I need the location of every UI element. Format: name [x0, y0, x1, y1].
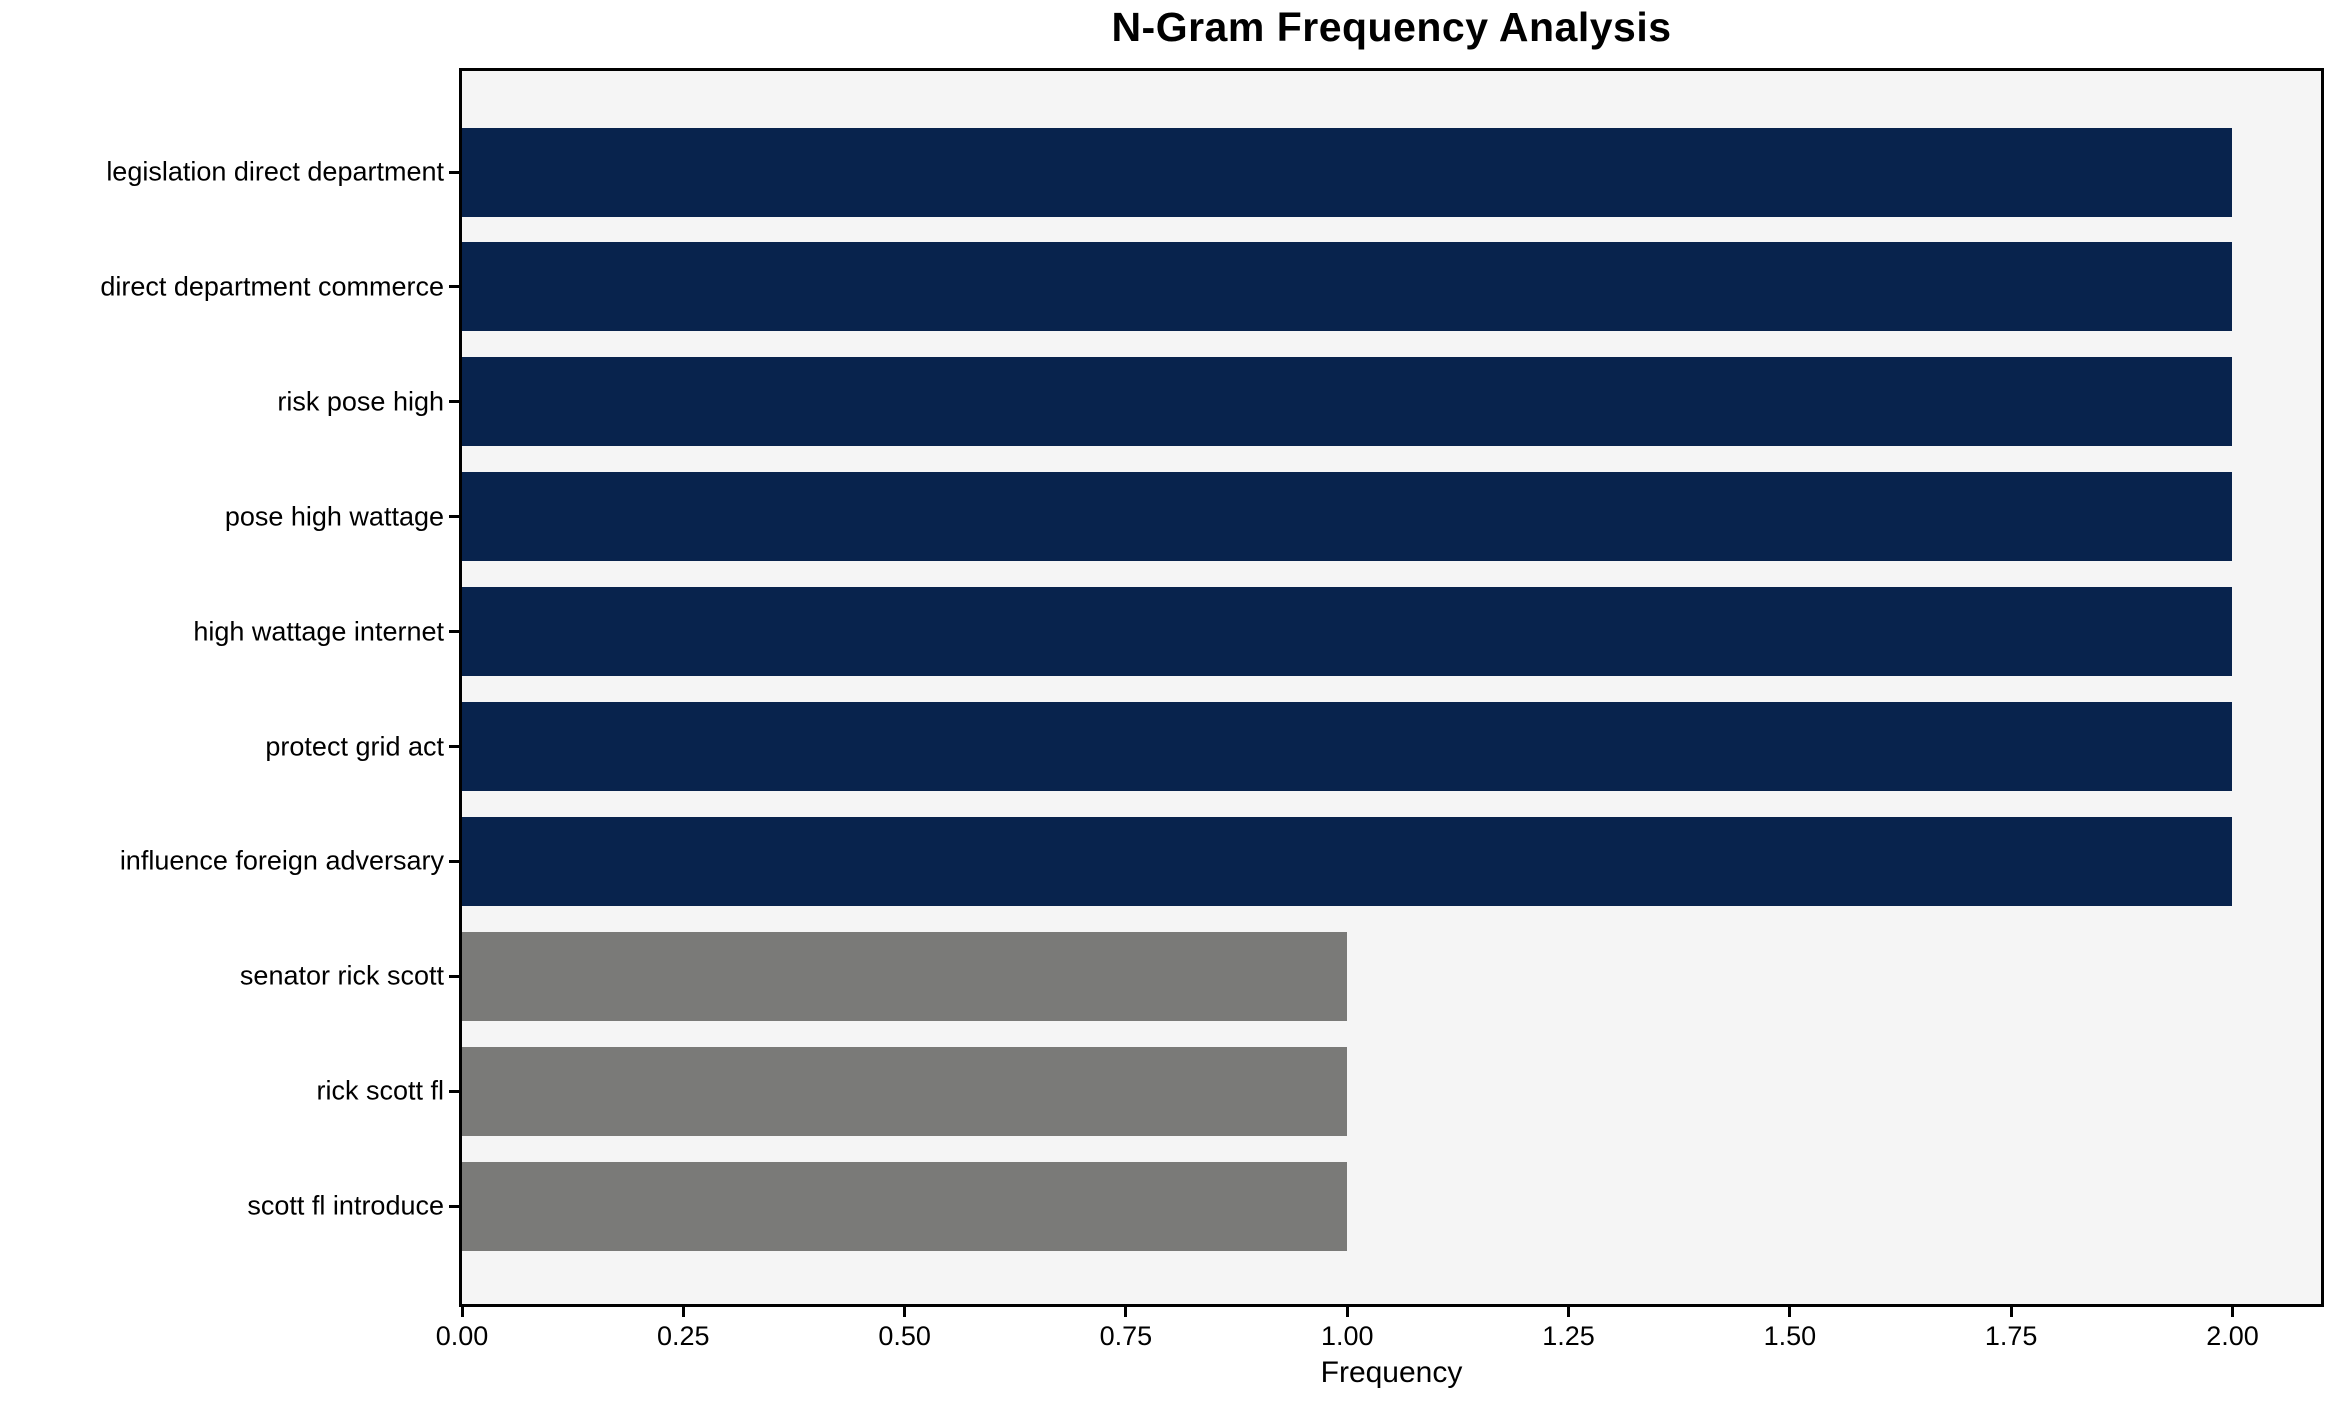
y-tick-label: influence foreign adversary [119, 845, 444, 876]
plot-area [459, 68, 2324, 1307]
x-tick-label: 1.00 [1320, 1321, 1374, 1351]
bar [462, 931, 1348, 1021]
y-tick-label: pose high wattage [224, 501, 444, 532]
y-tick-mark [449, 859, 459, 863]
y-tick-label: high wattage internet [193, 616, 444, 647]
chart-title: N-Gram Frequency Analysis [1111, 4, 1672, 50]
bar [462, 587, 2233, 677]
y-tick-label: risk pose high [277, 386, 444, 417]
y-tick-label: protect grid act [265, 731, 444, 761]
x-tick-mark [1345, 1307, 1349, 1317]
y-tick-mark [449, 170, 459, 174]
bar [462, 1046, 1348, 1136]
x-tick-label: 0.25 [657, 1321, 710, 1351]
x-tick-mark [2230, 1307, 2234, 1317]
bar [462, 242, 2233, 332]
y-tick-mark [449, 745, 459, 748]
y-tick-label: direct department commerce [100, 271, 444, 302]
x-tick-label: 1.25 [1542, 1321, 1595, 1351]
x-tick-mark [903, 1307, 907, 1317]
bar [462, 702, 2233, 791]
y-tick-label: legislation direct department [106, 156, 444, 187]
x-tick-label: 1.50 [1763, 1321, 1817, 1351]
x-tick-label: 0.50 [878, 1321, 931, 1351]
y-tick-mark [449, 400, 459, 404]
y-tick-mark [449, 285, 459, 289]
x-axis-label: Frequency [1320, 1356, 1463, 1389]
x-tick-mark [2009, 1307, 2013, 1317]
bar [462, 357, 2233, 447]
bar [462, 1161, 1348, 1251]
y-tick-mark [449, 515, 459, 519]
bar [462, 127, 2233, 217]
y-tick-label: scott fl introduce [247, 1190, 444, 1221]
x-tick-mark [681, 1307, 685, 1317]
x-tick-label: 0.00 [435, 1321, 489, 1351]
x-tick-mark [1567, 1307, 1571, 1317]
y-tick-mark [449, 1204, 459, 1208]
x-tick-mark [1124, 1307, 1128, 1317]
bar [462, 472, 2233, 562]
x-tick-label: 2.00 [2206, 1321, 2259, 1351]
y-tick-label: senator rick scott [239, 960, 444, 991]
y-tick-mark [449, 974, 459, 978]
y-tick-label: rick scott fl [316, 1075, 444, 1106]
x-tick-mark [460, 1307, 464, 1317]
x-tick-label: 1.75 [1984, 1321, 2038, 1351]
y-tick-mark [449, 630, 459, 634]
x-tick-mark [1788, 1307, 1792, 1317]
y-tick-mark [449, 1089, 459, 1093]
bar [462, 816, 2233, 906]
x-tick-label: 0.75 [1099, 1321, 1153, 1351]
